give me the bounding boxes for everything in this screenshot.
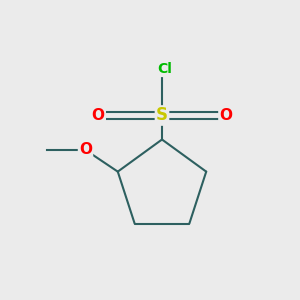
Text: Cl: Cl	[158, 62, 172, 76]
Text: S: S	[156, 106, 168, 124]
Text: O: O	[92, 108, 105, 123]
Text: O: O	[79, 142, 92, 158]
Text: O: O	[219, 108, 232, 123]
